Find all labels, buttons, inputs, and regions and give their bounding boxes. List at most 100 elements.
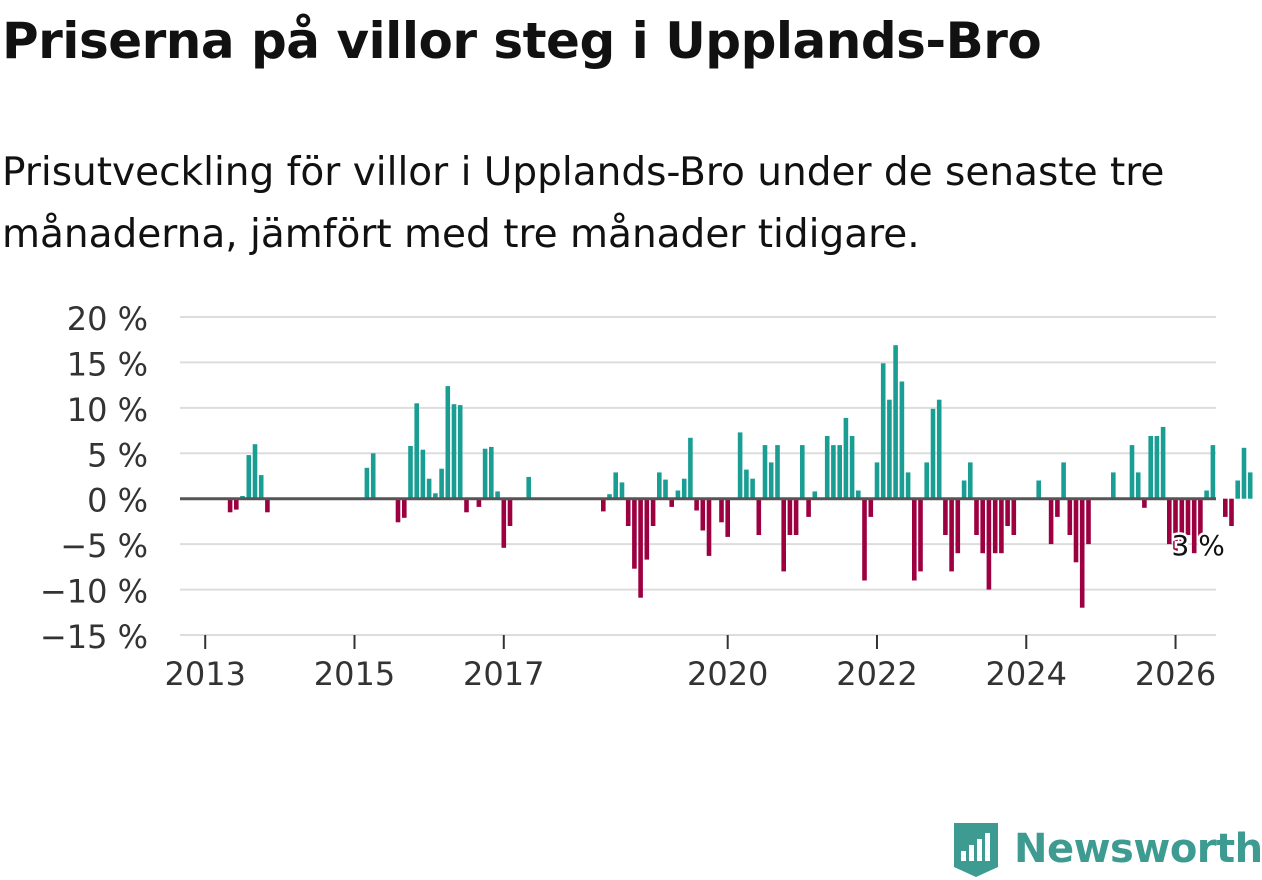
bar <box>501 498 507 548</box>
bar <box>862 498 867 581</box>
bar <box>607 494 612 499</box>
bar <box>613 472 618 499</box>
bar <box>1167 498 1172 545</box>
bar <box>880 363 886 499</box>
bar <box>1241 447 1247 499</box>
bar <box>663 479 668 499</box>
bar <box>1160 426 1166 499</box>
bar <box>1055 498 1060 517</box>
bar <box>918 498 923 572</box>
bar <box>526 476 531 499</box>
bar <box>700 498 706 531</box>
bar <box>936 399 942 499</box>
bar <box>694 498 699 511</box>
bar <box>495 491 500 499</box>
bar <box>1247 472 1253 499</box>
bar <box>1229 498 1234 526</box>
bar <box>601 498 606 512</box>
bar <box>1067 498 1073 535</box>
bar <box>258 475 264 499</box>
bar <box>265 498 270 513</box>
bar <box>887 399 892 499</box>
bar <box>1086 498 1091 545</box>
bar <box>719 498 724 523</box>
bar <box>457 405 463 499</box>
newsworthy-logo-icon <box>954 823 998 877</box>
bar <box>681 478 687 499</box>
bar <box>1204 490 1209 499</box>
bar <box>433 493 438 499</box>
bar <box>955 498 961 554</box>
bar <box>688 437 693 499</box>
bar <box>1185 498 1191 535</box>
bar <box>849 436 855 499</box>
bar <box>912 498 917 581</box>
y-tick-label: 5 % <box>87 436 148 474</box>
bar <box>800 445 805 499</box>
bar <box>364 467 370 499</box>
bar <box>414 403 419 499</box>
bar <box>1079 498 1085 608</box>
x-tick-label: 2013 <box>165 655 246 693</box>
bar <box>650 498 656 526</box>
bar <box>893 345 898 499</box>
bar <box>992 498 998 554</box>
x-tick-label: 2015 <box>314 655 395 693</box>
bar <box>1173 498 1178 554</box>
bar <box>706 498 712 556</box>
bar <box>625 498 631 526</box>
bar <box>750 478 755 499</box>
bar <box>669 498 674 507</box>
bar <box>924 462 929 499</box>
bar <box>402 498 407 518</box>
price-change-bar-chart: 20 % 15 % 10 % 5 % 0 % −5 % −10 % −15 % 2013 2015… <box>40 300 1253 693</box>
bar <box>874 462 880 499</box>
y-tick-label: −5 % <box>60 527 148 565</box>
bar <box>234 498 239 510</box>
bar <box>930 408 936 499</box>
bar <box>1154 436 1160 499</box>
bar <box>1210 445 1216 499</box>
bar <box>843 417 849 499</box>
bar <box>868 498 874 517</box>
bar <box>812 491 818 499</box>
bar <box>1142 498 1147 508</box>
bar <box>787 498 793 535</box>
bar <box>632 498 637 569</box>
bar <box>1235 480 1240 499</box>
bar <box>781 498 786 572</box>
bar <box>657 472 662 499</box>
bar <box>999 498 1004 554</box>
bar <box>464 498 469 513</box>
bar <box>252 444 258 499</box>
chart-title: Priserna på villor steg i Upplands-Bro <box>2 12 1042 70</box>
x-tick-label: 2024 <box>986 655 1067 693</box>
bar <box>980 498 985 554</box>
bar <box>1148 436 1153 499</box>
y-tick-label: 15 % <box>67 345 148 383</box>
bar <box>775 445 780 499</box>
bar <box>1048 498 1054 545</box>
bar <box>856 490 861 499</box>
x-tick-label: 2022 <box>836 655 917 693</box>
bar <box>426 478 432 499</box>
bar <box>1223 498 1228 517</box>
x-tick-label: 2020 <box>687 655 768 693</box>
x-tick-label: 2017 <box>463 655 544 693</box>
bar <box>1135 472 1141 499</box>
bar <box>943 498 948 535</box>
brand-name: Newsworthy <box>1014 826 1262 872</box>
bar <box>824 436 830 499</box>
y-tick-label: 20 % <box>67 300 148 338</box>
bar <box>439 468 444 499</box>
chart-subtitle: Prisutveckling för villor i Upplands-Bro… <box>2 150 1165 257</box>
bar <box>762 445 768 499</box>
bar <box>1036 480 1041 499</box>
bar <box>1011 498 1017 535</box>
bar <box>974 498 979 535</box>
bar <box>408 446 413 499</box>
bar <box>1198 498 1203 545</box>
bar <box>793 498 799 535</box>
bar <box>1061 462 1066 499</box>
bar <box>482 448 488 499</box>
